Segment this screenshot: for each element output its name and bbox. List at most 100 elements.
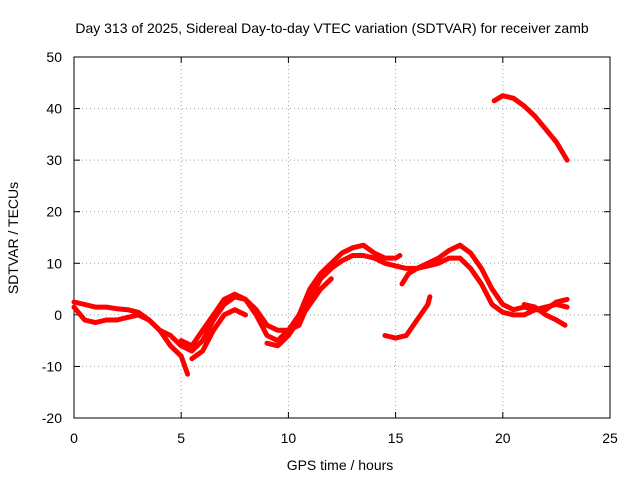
data-point	[425, 302, 430, 307]
data-point	[404, 266, 409, 271]
data-point	[564, 297, 570, 302]
data-point	[457, 243, 463, 248]
data-point	[447, 255, 452, 261]
data-point	[71, 304, 77, 310]
data-point	[350, 253, 355, 258]
data-point	[406, 271, 411, 276]
data-point	[479, 281, 484, 287]
data-point	[554, 299, 559, 305]
data-point	[436, 255, 441, 261]
data-point	[200, 338, 205, 343]
chart-title: Day 313 of 2025, Sidereal Day-to-day VTE…	[75, 20, 588, 36]
data-point	[511, 307, 516, 312]
data-point	[339, 258, 345, 263]
y-tick-label: 50	[46, 49, 62, 65]
y-axis-label: SDTVAR / TECUs	[5, 182, 21, 294]
data-point	[221, 297, 227, 302]
x-axis-label: GPS time / hours	[287, 457, 394, 473]
data-point	[254, 312, 259, 318]
x-tick-label: 20	[495, 430, 511, 446]
data-point	[361, 243, 366, 248]
data-point	[532, 304, 538, 310]
data-point	[157, 328, 162, 333]
data-point	[243, 297, 248, 302]
data-point	[425, 261, 430, 266]
data-point	[489, 302, 495, 307]
data-point	[189, 343, 195, 348]
data-point	[350, 245, 355, 250]
data-point	[82, 302, 87, 307]
data-point	[185, 372, 190, 377]
data-point	[564, 304, 570, 310]
data-point	[393, 263, 398, 269]
data-point	[543, 127, 548, 132]
data-point	[200, 348, 205, 354]
data-point	[361, 253, 366, 258]
data-point	[511, 96, 516, 101]
data-point	[479, 266, 484, 271]
data-point	[468, 250, 473, 256]
data-point	[554, 317, 559, 323]
data-point	[82, 317, 87, 323]
data-point	[307, 286, 312, 292]
data-point	[532, 114, 538, 119]
data-point	[189, 356, 195, 361]
axis-ticks: 0 5 10 15 20 25 -20 -10 0 10 20 30 40 50	[42, 49, 618, 446]
data-point	[146, 317, 152, 323]
data-point	[489, 286, 495, 292]
data-point	[136, 312, 141, 318]
data-point	[189, 348, 195, 354]
data-point	[264, 341, 270, 346]
data-point	[457, 255, 463, 261]
plot-frame	[73, 56, 611, 419]
data-point	[562, 323, 568, 328]
data-point	[114, 306, 120, 311]
data-point	[554, 139, 559, 145]
data-point	[211, 312, 216, 318]
data-point	[179, 353, 184, 359]
x-tick-label: 0	[70, 430, 78, 446]
data-series	[71, 93, 570, 377]
data-point	[93, 304, 98, 310]
series-trace-3	[178, 242, 403, 349]
data-point	[211, 328, 216, 333]
series-trace-9	[491, 93, 570, 163]
data-point	[232, 307, 237, 312]
data-point	[543, 307, 548, 312]
data-point	[393, 255, 398, 261]
data-point	[436, 261, 441, 266]
data-point	[104, 317, 109, 323]
data-point	[221, 312, 227, 318]
data-point	[200, 328, 205, 333]
data-point	[329, 276, 334, 281]
data-point	[93, 320, 98, 325]
x-tick-label: 15	[388, 430, 404, 446]
data-point	[168, 343, 173, 348]
data-point	[500, 310, 505, 315]
y-tick-label: 0	[54, 307, 62, 323]
data-point	[414, 317, 420, 323]
data-point	[564, 157, 570, 163]
data-point	[372, 250, 377, 256]
data-point	[522, 103, 527, 109]
data-point	[125, 315, 130, 320]
y-tick-label: 30	[46, 152, 62, 168]
data-point	[264, 333, 270, 338]
y-tick-label: 10	[46, 255, 62, 271]
data-point	[114, 317, 120, 323]
y-tick-label: 40	[46, 101, 62, 117]
data-point	[71, 299, 77, 305]
data-point	[104, 304, 109, 310]
data-point	[339, 250, 345, 256]
data-point	[275, 343, 280, 348]
data-point	[522, 312, 527, 318]
data-point	[307, 302, 312, 307]
data-point	[243, 312, 248, 318]
data-point	[275, 328, 280, 333]
x-tick-label: 5	[177, 430, 185, 446]
data-point	[522, 302, 527, 307]
data-point	[382, 255, 388, 261]
data-point	[318, 286, 323, 292]
data-point	[511, 312, 516, 318]
